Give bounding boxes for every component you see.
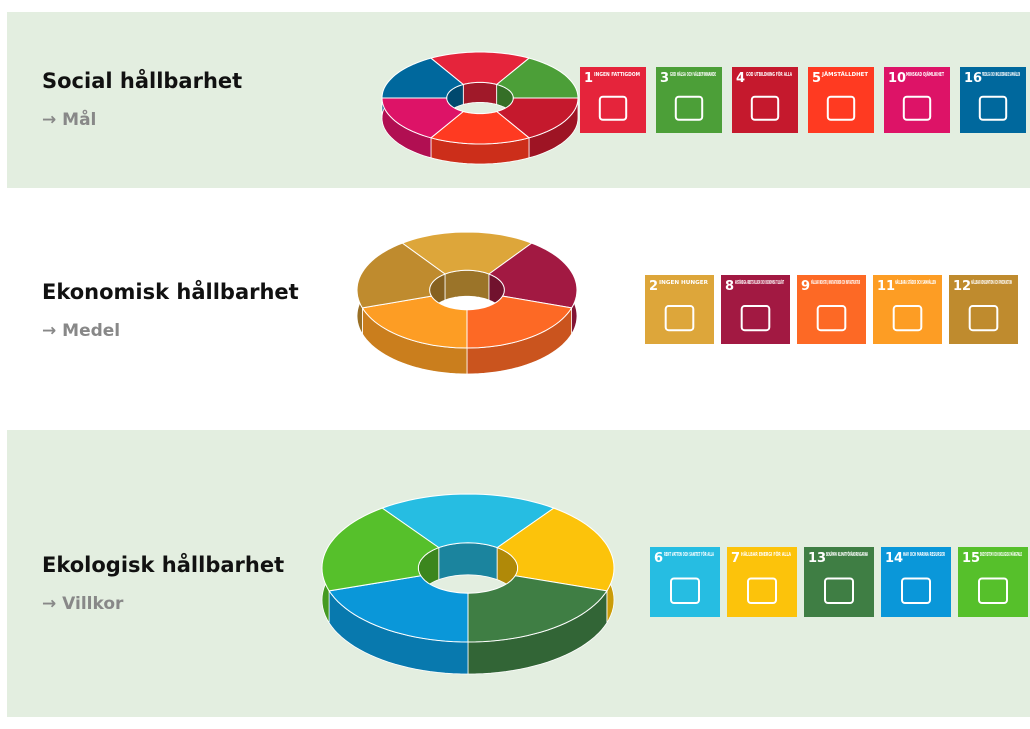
goal-tile-bg — [958, 547, 1028, 617]
goal-icon — [892, 305, 923, 332]
donut-inner-wall — [444, 269, 490, 301]
goal-icon — [824, 577, 854, 604]
goal-tile-bg — [732, 67, 798, 133]
goal-label: GOD UTBILDNING FÖR ALLA — [746, 71, 792, 78]
goal-number: 7 — [731, 551, 740, 566]
goal-tile: 6RENT VATTEN OCH SANITET FÖR ALLA — [650, 547, 720, 617]
goal-icon — [901, 577, 931, 604]
goal-tile: 10 MINSKAD OJÄMLIKHET — [884, 67, 950, 133]
goal-tile: 5 JÄMSTÄLLDHET — [808, 67, 874, 133]
goal-tile-bg — [808, 67, 874, 133]
goal-number: 1 — [584, 71, 593, 86]
goal-label: GOD HÄLSA OCH VÄLBEFINNANDE — [670, 71, 716, 78]
section-title: Ekologisk hållbarhet — [42, 552, 284, 577]
goal-icon — [598, 95, 628, 121]
goal-tile-bg — [650, 547, 720, 617]
goal-icon — [664, 305, 695, 332]
goal-tile: 7 HÅLLBAR ENERGI FÖR ALLA — [727, 547, 797, 617]
goal-label: JÄMSTÄLLDHET — [821, 71, 869, 78]
goal-label: INGEN FATTIGDOM — [594, 72, 640, 78]
goal-tile-bg — [881, 547, 951, 617]
goal-tile: 8ANSTÄNDIGA ARBETSVILLKOR OCH EKONOMISK … — [721, 275, 790, 344]
goal-tile: 11 HÅLLBARA STÄDER OCH SAMHÄLLEN — [873, 275, 942, 344]
donut-inner-wall — [438, 542, 498, 581]
goal-label: RENT VATTEN OCH SANITET FÖR ALLA — [664, 551, 714, 558]
goal-number: 13 — [808, 551, 826, 566]
goal-tile: 1 INGEN FATTIGDOM — [580, 67, 646, 133]
goal-icon — [978, 95, 1008, 121]
goal-number: 16 — [964, 71, 982, 86]
goal-tile-bg — [797, 275, 866, 344]
goal-tile: 2 INGEN HUNGER — [645, 275, 714, 344]
goal-number: 3 — [660, 71, 669, 86]
goal-icon — [670, 577, 700, 604]
goal-tile-bg — [645, 275, 714, 344]
donut-segment — [381, 57, 465, 99]
goal-number: 6 — [654, 551, 663, 566]
goal-number: 9 — [801, 279, 810, 294]
goal-icon — [978, 577, 1008, 604]
goal-icon — [750, 95, 780, 121]
section-title: Ekonomisk hållbarhet — [42, 279, 299, 304]
goal-label: HÅLLBAR KONSUMTION OCH PRODUKTION — [971, 279, 1012, 286]
goal-label: BEKÄMPA KLIMATFÖRÄNDRINGARNA — [826, 551, 868, 558]
section-subtitle: → Mål — [42, 108, 96, 130]
goal-tile: 3GOD HÄLSA OCH VÄLBEFINNANDE — [656, 67, 722, 133]
donut-inner-wall — [462, 82, 498, 106]
goal-label: HÅLLBAR ENERGI FÖR ALLA — [741, 551, 791, 558]
goal-tile: 13BEKÄMPA KLIMATFÖRÄNDRINGARNA — [804, 547, 874, 617]
goal-icon — [747, 577, 777, 604]
goal-tile-bg — [804, 547, 874, 617]
goal-label: INGEN HUNGER — [659, 280, 708, 286]
donut-segment — [356, 242, 446, 309]
goal-tile: 14 HAV OCH MARINA RESURSER — [881, 547, 951, 617]
goal-number: 11 — [877, 279, 895, 294]
section-title: Social hållbarhet — [42, 68, 242, 93]
section-subtitle: → Villkor — [42, 594, 124, 614]
goal-icon — [826, 95, 856, 121]
goal-number: 5 — [812, 71, 821, 86]
goal-number: 2 — [649, 279, 658, 294]
goal-label: HÅLLBAR INDUSTRI, INNOVATIONER OCH INFRA… — [811, 279, 860, 286]
goal-label: MINSKAD OJÄMLIKHET — [906, 71, 944, 78]
goal-tile-bg — [721, 275, 790, 344]
goal-number: 4 — [736, 71, 745, 86]
goal-tile: 4 GOD UTBILDNING FÖR ALLA — [732, 67, 798, 133]
goal-tile-bg — [949, 275, 1018, 344]
goal-tile-bg — [884, 67, 950, 133]
goal-label: HÅLLBARA STÄDER OCH SAMHÄLLEN — [895, 279, 936, 286]
goal-icon — [740, 305, 771, 332]
goal-tile-bg — [580, 67, 646, 133]
goal-number: 10 — [888, 71, 906, 86]
goal-tile-bg — [727, 547, 797, 617]
goal-number: 14 — [885, 551, 903, 566]
goal-icon — [816, 305, 847, 332]
goal-number: 8 — [725, 279, 734, 294]
goal-label: EKOSYSTEM OCH BIOLOGISK MÅNGFALD — [980, 551, 1022, 558]
goal-icon — [968, 305, 999, 332]
donut-segment — [321, 507, 440, 592]
goal-tile-bg — [656, 67, 722, 133]
goal-tile-bg — [873, 275, 942, 344]
section-subtitle: → Medel — [42, 321, 120, 341]
goal-number: 12 — [953, 279, 971, 294]
goal-tile: 9HÅLLBAR INDUSTRI, INNOVATIONER OCH INFR… — [797, 275, 866, 344]
goal-label: FREDLIGA OCH INKLUDERANDE SAMHÄLLEN — [982, 71, 1020, 78]
goal-icon — [902, 95, 932, 121]
goal-label: HAV OCH MARINA RESURSER — [903, 552, 945, 558]
goal-icon — [674, 95, 704, 121]
goal-label: ANSTÄNDIGA ARBETSVILLKOR OCH EKONOMISK T… — [735, 279, 784, 286]
goal-tile-bg — [960, 67, 1026, 133]
goal-number: 15 — [962, 551, 980, 566]
